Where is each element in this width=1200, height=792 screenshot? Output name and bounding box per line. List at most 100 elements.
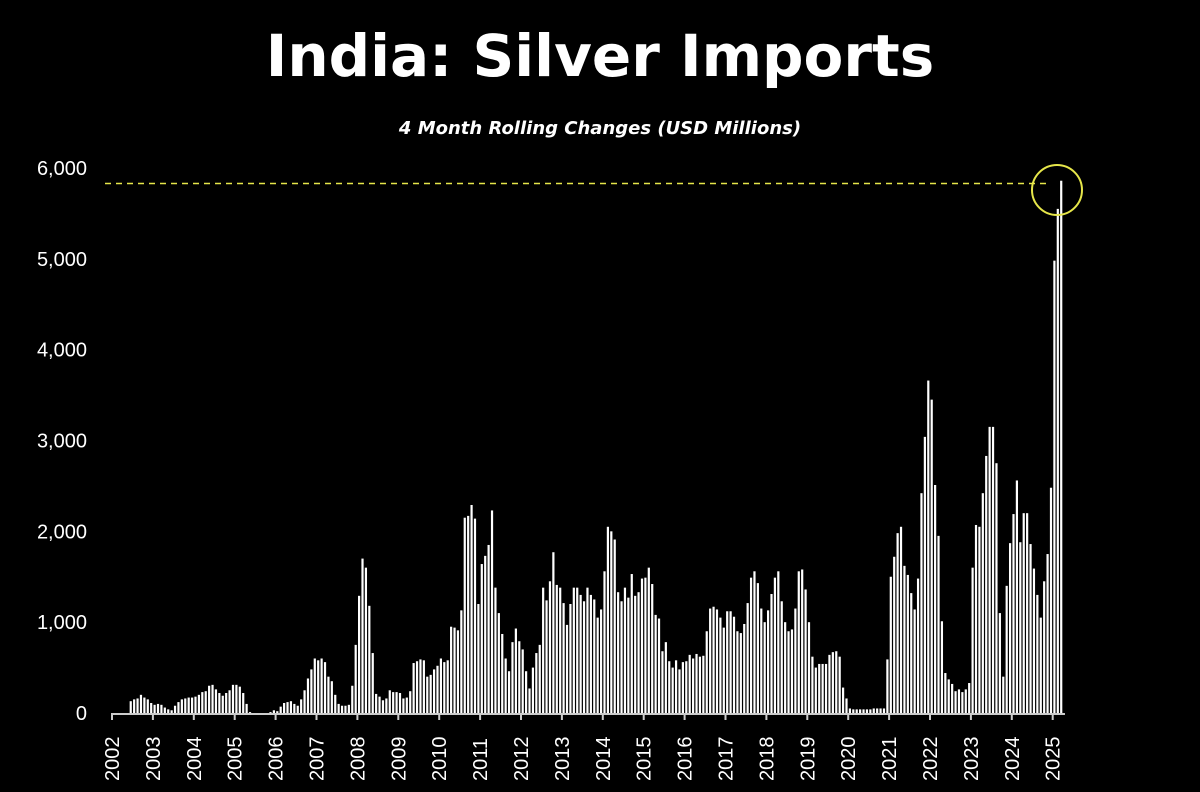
bar-2017-7: [746, 603, 749, 713]
bar-2010-10: [470, 504, 473, 713]
bar-2018-1: [767, 610, 770, 713]
y-tick-label: 2,000: [37, 521, 87, 543]
bar-2021-7: [910, 593, 913, 713]
bar-2023-10: [1002, 676, 1005, 713]
x-tick-label: 2018: [756, 737, 778, 782]
bar-2016-8: [709, 608, 712, 713]
x-tick-label: 2025: [1043, 737, 1065, 782]
bar-2014-3: [610, 531, 613, 713]
bar-2005-2: [238, 686, 241, 713]
bar-2015-11: [678, 669, 681, 713]
bar-2017-3: [732, 616, 736, 713]
bar-2008-2: [361, 558, 364, 713]
bar-2020-5: [862, 709, 865, 713]
x-tick-label: 2009: [388, 737, 410, 782]
x-tick-label: 2015: [634, 737, 656, 782]
bar-2020-1: [848, 708, 851, 713]
bar-2019-2: [811, 656, 814, 713]
bar-2011-6: [497, 613, 500, 713]
bar-2013-5: [576, 587, 579, 713]
bar-2017-4: [736, 631, 739, 713]
bar-2011-11: [514, 628, 517, 713]
x-tick-label: 2003: [143, 737, 165, 782]
bar-2024-8: [1036, 594, 1039, 713]
bar-2014-12: [640, 578, 644, 713]
bar-2020-7: [869, 709, 872, 713]
x-tick-label: 2021: [879, 737, 901, 782]
bar-2019-10: [838, 656, 841, 713]
bar-2013-10: [593, 599, 596, 713]
bar-2023-9: [998, 613, 1001, 713]
bar-2019-4: [818, 663, 821, 713]
bar-2022-3: [937, 535, 940, 713]
bar-2010-6: [456, 630, 460, 713]
bar-2006-7: [296, 705, 299, 713]
bar-2015-4: [654, 614, 657, 713]
y-tick-label: 3,000: [37, 431, 87, 453]
bar-2020-12: [886, 659, 889, 713]
bar-2022-12: [968, 683, 971, 713]
bar-2024-9: [1039, 617, 1042, 713]
bar-2021-12: [927, 380, 930, 713]
bar-2015-6: [661, 651, 664, 713]
bar-2020-10: [879, 708, 882, 713]
bar-2015-1: [644, 577, 647, 713]
bar-2025-1: [1053, 260, 1056, 713]
annotations: [105, 164, 1083, 216]
bar-2011-10: [511, 642, 514, 713]
bar-2021-8: [913, 609, 916, 713]
bar-2007-7: [337, 703, 340, 713]
bar-2009-3: [405, 697, 408, 713]
highlight-circle: [1031, 164, 1083, 216]
bar-2011-9: [507, 671, 511, 713]
chart-subtitle: 4 Month Rolling Changes (USD Millions): [398, 118, 802, 139]
x-tick-label: 2007: [307, 737, 329, 782]
bar-2016-6: [702, 655, 705, 713]
bar-2021-9: [916, 578, 920, 713]
bar-2006-12: [313, 658, 316, 713]
bar-2021-1: [889, 576, 892, 713]
bar-2003-1: [153, 704, 156, 713]
bar-2006-6: [293, 703, 296, 713]
bar-2008-9: [385, 698, 388, 713]
bar-2007-8: [340, 705, 344, 713]
bar-2022-1: [930, 399, 933, 713]
bar-2004-2: [197, 694, 201, 713]
bar-2015-7: [664, 642, 667, 713]
bar-2021-10: [920, 493, 923, 713]
bar-2009-2: [402, 698, 405, 713]
bar-2020-9: [876, 708, 879, 713]
x-tick-label: 2005: [225, 737, 247, 782]
bar-2023-5: [985, 455, 988, 713]
bar-2007-10: [347, 704, 350, 713]
bar-2020-8: [872, 708, 875, 713]
bar-2006-2: [279, 706, 282, 713]
y-tick-label: 6,000: [37, 158, 87, 180]
bar-2017-1: [726, 611, 729, 713]
bar-2014-4: [613, 539, 616, 713]
bar-2016-4: [695, 653, 698, 713]
bar-2014-6: [620, 601, 623, 713]
bar-2018-9: [794, 608, 797, 713]
bar-2024-2: [1015, 480, 1019, 713]
bar-2013-12: [599, 609, 603, 713]
bar-2012-6: [538, 644, 541, 713]
bar-2008-3: [364, 567, 368, 713]
bar-2009-1: [398, 693, 402, 713]
bar-2013-7: [582, 601, 586, 713]
x-tick-label: 2022: [920, 737, 942, 782]
bar-2011-4: [490, 510, 494, 713]
bar-2017-2: [729, 611, 732, 713]
bar-2024-1: [1012, 514, 1015, 713]
bar-2007-12: [354, 644, 357, 713]
bar-2020-2: [852, 709, 855, 713]
bar-2007-2: [320, 658, 323, 713]
bar-2023-4: [981, 493, 984, 713]
bar-2019-6: [824, 663, 828, 713]
bar-2017-10: [756, 583, 759, 713]
bar-2019-9: [835, 651, 838, 713]
bar-2020-6: [865, 709, 869, 713]
bar-2011-12: [518, 641, 521, 713]
bar-2005-5: [248, 712, 252, 713]
